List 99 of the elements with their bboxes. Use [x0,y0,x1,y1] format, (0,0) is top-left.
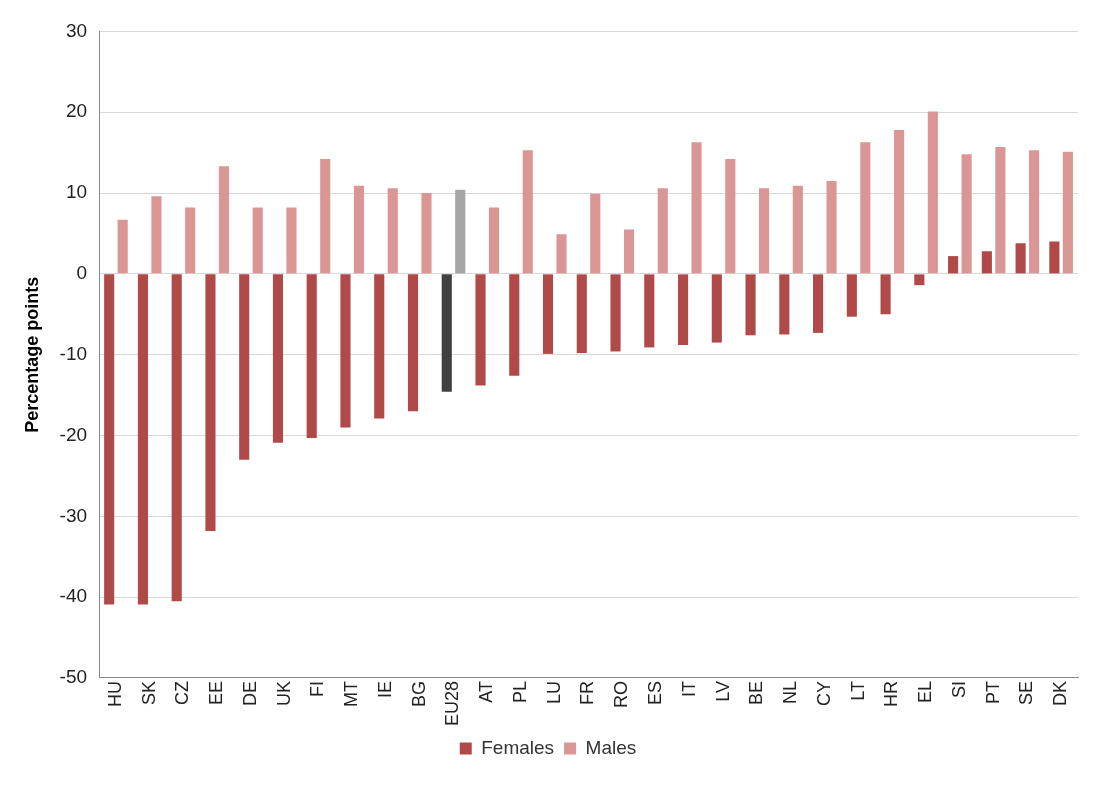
x-tick-label: PL [509,680,530,703]
bar [455,189,466,274]
bar [691,142,702,274]
bar [171,274,182,602]
bar [1015,243,1026,274]
bar [441,274,452,392]
y-tick-label: 30 [65,19,88,41]
bar [205,274,216,531]
bar [860,142,871,274]
x-tick-label: LT [847,680,868,701]
bar [239,274,250,460]
bar [961,154,972,274]
y-tick-label: 10 [65,181,88,203]
bar [542,274,554,354]
bar [779,274,790,335]
x-tick-label: SI [948,680,969,698]
y-tick-label: -20 [59,423,88,445]
bar [576,274,587,354]
x-tick-label: SK [138,680,159,705]
bar [374,274,385,419]
bar [104,274,115,605]
bar [475,274,486,386]
bar [488,207,500,274]
bar [657,188,668,274]
bar [151,196,162,274]
x-tick-label: BG [408,680,429,707]
x-tick-label: AT [476,680,497,703]
x-tick-label: FR [577,680,598,705]
bar [792,185,803,274]
bar [759,188,770,274]
bar [610,274,621,352]
x-tick-label: IE [374,680,395,698]
bar [185,207,196,274]
bar [725,159,736,274]
bar [1049,241,1060,274]
x-tick-label: IT [678,680,699,697]
bar [556,234,567,274]
y-tick-label: 20 [65,100,88,122]
x-tick-label: DK [1050,680,1071,706]
bar [340,274,351,428]
x-tick-label: CZ [172,680,193,705]
bar [1029,150,1040,274]
x-tick-label: UK [273,680,294,706]
bar [320,159,331,274]
bar [137,274,149,605]
bar [286,207,297,274]
bar [995,146,1006,274]
bar [590,193,601,274]
bar [813,274,824,333]
bar [927,111,938,274]
legend-label: Females [481,736,555,758]
bar [880,274,891,315]
bar [306,274,317,438]
bar [421,193,432,274]
bar [894,130,905,274]
bar [252,207,263,274]
bar [509,274,520,376]
x-tick-label: MT [341,680,362,707]
bar [272,274,284,443]
x-tick-label: EU28 [442,680,463,726]
x-tick-label: SE [1016,680,1037,705]
bar [826,180,837,274]
bar [948,256,959,274]
bar [1062,151,1073,274]
bar [522,150,533,274]
x-tick-label: CY [813,680,834,706]
y-tick-label: -50 [59,666,88,688]
x-tick-label: FI [307,680,328,697]
bar [711,274,722,343]
bar [353,185,365,274]
y-tick-label: -40 [59,585,88,607]
x-tick-label: HU [104,680,125,707]
y-tick-label: 0 [76,262,88,284]
x-tick-label: LV [712,680,733,702]
bar [387,188,398,274]
bar [677,274,689,345]
legend-label: Males [585,736,637,758]
x-tick-label: EE [206,680,227,705]
bar [218,166,230,274]
x-tick-label: HR [881,680,902,707]
y-tick-label: -30 [59,504,88,526]
x-tick-label: RO [611,680,632,708]
bar [407,274,419,412]
bar [745,274,756,336]
x-tick-label: BE [746,680,767,705]
x-tick-label: ES [645,680,666,705]
bar [846,274,857,317]
bar [981,251,992,274]
bar [644,274,655,348]
bar [117,219,128,274]
x-tick-label: LU [543,680,564,704]
y-axis-title: Percentage points [21,276,42,433]
x-tick-label: NL [780,680,801,704]
y-tick-label: -10 [59,342,88,364]
x-tick-label: EL [915,680,936,703]
bar [914,274,925,286]
x-tick-label: PT [982,680,1003,704]
x-tick-label: DE [239,680,260,706]
bar [623,229,635,274]
